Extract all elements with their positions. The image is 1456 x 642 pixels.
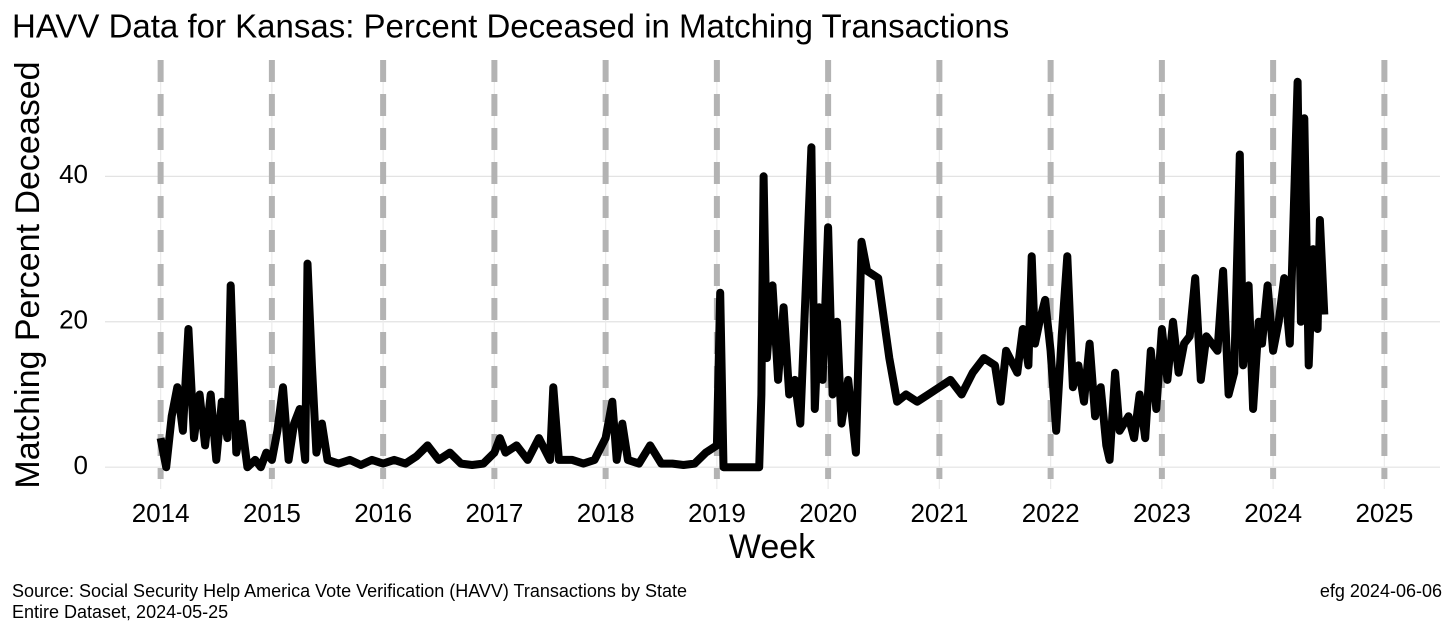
x-tick-label: 2022 [1022, 498, 1080, 528]
x-tick-label: 2017 [465, 498, 523, 528]
x-tick-label: 2020 [799, 498, 857, 528]
x-tick-label: 2019 [688, 498, 746, 528]
x-tick-label: 2016 [354, 498, 412, 528]
x-tick-label: 2018 [577, 498, 635, 528]
chart-title: HAVV Data for Kansas: Percent Deceased i… [12, 8, 1009, 45]
source-note: Source: Social Security Help America Vot… [12, 581, 687, 601]
x-axis-title: Week [729, 528, 816, 566]
x-tick-label: 2023 [1133, 498, 1191, 528]
x-tick-label: 2025 [1355, 498, 1413, 528]
x-tick-label: 2015 [243, 498, 301, 528]
credit: efg 2024-06-06 [1320, 581, 1442, 601]
y-axis-title: Matching Percent Deceased [9, 61, 47, 488]
y-tick-label: 20 [59, 305, 88, 335]
y-tick-label: 40 [59, 159, 88, 189]
y-tick-label: 0 [74, 450, 88, 480]
data-line [156, 77, 1329, 472]
source-note: Entire Dataset, 2024-05-25 [12, 602, 228, 622]
x-tick-label: 2014 [132, 498, 190, 528]
x-tick-label: 2021 [910, 498, 968, 528]
x-tick-label: 2024 [1244, 498, 1302, 528]
